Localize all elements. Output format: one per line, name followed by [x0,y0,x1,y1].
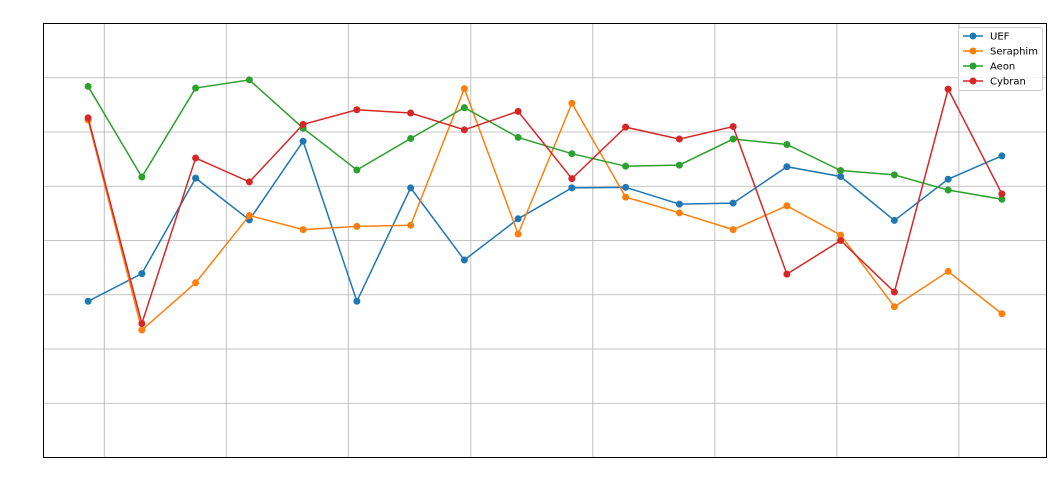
data-point-seraphim [299,226,307,234]
data-point-uef [622,183,630,191]
data-point-cybran [84,114,92,122]
legend-box [958,27,1043,91]
data-point-seraphim [729,226,737,234]
data-point-aeon [245,76,253,84]
data-point-aeon [837,167,845,175]
data-point-cybran [622,123,630,131]
data-point-uef [299,137,307,145]
data-point-aeon [138,173,146,181]
data-point-cybran [192,154,200,162]
legend: UEF Seraphim Aeon Cybran [958,27,1043,91]
data-point-aeon [998,195,1006,203]
legend-entry-aeon: Aeon [963,62,1015,73]
data-point-uef [783,163,791,171]
data-point-aeon [84,82,92,90]
legend-swatch-marker [969,32,977,40]
data-point-uef [84,297,92,305]
data-point-uef [568,184,576,192]
data-point-uef [353,297,361,305]
data-point-aeon [890,171,898,179]
data-point-seraphim [514,230,522,238]
data-point-aeon [353,166,361,174]
data-point-uef [675,200,683,208]
data-point-seraphim [890,303,898,311]
grid [43,23,1047,458]
data-point-uef [998,152,1006,160]
legend-label: Aeon [990,62,1015,73]
data-point-uef [460,256,468,264]
data-point-cybran [138,320,146,327]
data-point-cybran [245,178,253,186]
legend-entry-cybran: Cybran [963,77,1026,88]
data-point-uef [407,184,415,192]
data-point-cybran [514,107,522,115]
data-point-seraphim [460,85,468,93]
data-point-cybran [944,85,952,93]
legend-label: Seraphim [990,47,1038,58]
series-uef [84,137,1006,305]
legend-label: Cybran [990,77,1026,88]
data-point-cybran [837,237,845,244]
data-point-seraphim [407,221,415,229]
data-point-aeon [407,135,415,143]
legend-swatch-marker [969,77,977,85]
data-point-seraphim [675,209,683,217]
data-point-aeon [622,162,630,170]
legend-swatch-marker [969,47,977,55]
legend-swatch-marker [969,62,977,70]
series-lines [84,76,1006,334]
data-point-seraphim [837,231,845,239]
series-line-uef [87,139,1003,304]
data-point-aeon [783,140,791,148]
legend-entry-seraphim: Seraphim [963,47,1038,58]
data-point-aeon [944,186,952,194]
data-point-cybran [729,123,737,131]
data-point-uef [729,199,737,207]
data-point-cybran [407,109,415,117]
data-point-aeon [675,161,683,169]
series-cybran [84,85,1006,327]
legend-label: UEF [990,32,1010,43]
data-point-cybran [675,135,683,143]
series-seraphim [84,85,1006,334]
data-point-cybran [890,288,898,296]
data-point-uef [192,174,200,182]
data-point-seraphim [353,222,361,230]
data-point-seraphim [998,310,1006,318]
legend-entry-uef: UEF [963,32,1010,43]
data-point-seraphim [568,99,576,107]
data-point-seraphim [245,212,253,220]
data-point-cybran [568,175,576,183]
series-line-seraphim [87,86,1003,332]
data-point-cybran [783,270,791,278]
data-point-uef [944,175,952,183]
data-point-seraphim [192,279,200,287]
data-point-aeon [192,84,200,92]
data-point-uef [514,215,522,223]
series-line-cybran [87,87,1003,327]
data-point-uef [837,172,845,180]
data-point-uef [890,216,898,224]
data-point-cybran [353,106,361,114]
data-point-cybran [299,120,307,128]
data-point-uef [138,270,146,278]
data-point-aeon [514,133,522,141]
data-point-aeon [568,150,576,158]
data-point-cybran [460,126,468,134]
data-point-aeon [460,104,468,112]
data-point-seraphim [622,193,630,201]
data-point-cybran [998,190,1006,198]
data-point-aeon [729,135,737,143]
data-point-seraphim [138,326,146,334]
plot-frame [43,23,1047,458]
data-point-seraphim [944,267,952,275]
data-point-seraphim [783,202,791,210]
